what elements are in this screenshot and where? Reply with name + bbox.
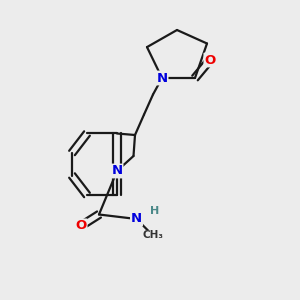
Text: O: O xyxy=(75,219,87,232)
Text: N: N xyxy=(156,71,168,85)
Text: H: H xyxy=(151,206,160,217)
Text: N: N xyxy=(131,212,142,226)
Text: CH₃: CH₃ xyxy=(142,230,164,241)
Text: N: N xyxy=(111,164,123,178)
Text: O: O xyxy=(204,53,216,67)
